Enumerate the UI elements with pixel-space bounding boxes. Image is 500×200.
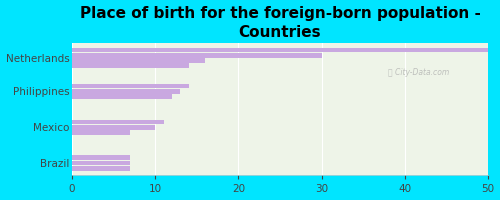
Bar [72,161,130,165]
Bar [72,48,488,52]
Bar [72,58,205,63]
Bar [72,120,164,124]
Bar [72,155,130,160]
Bar [72,63,188,68]
Bar [72,89,180,94]
Bar [72,166,130,171]
Bar [72,125,155,130]
Title: Place of birth for the foreign-born population -
Countries: Place of birth for the foreign-born popu… [80,6,480,40]
Bar [72,84,188,88]
Bar [72,130,130,135]
Bar [72,94,172,99]
Bar [72,53,322,58]
Text: ⓘ City-Data.com: ⓘ City-Data.com [388,68,450,77]
